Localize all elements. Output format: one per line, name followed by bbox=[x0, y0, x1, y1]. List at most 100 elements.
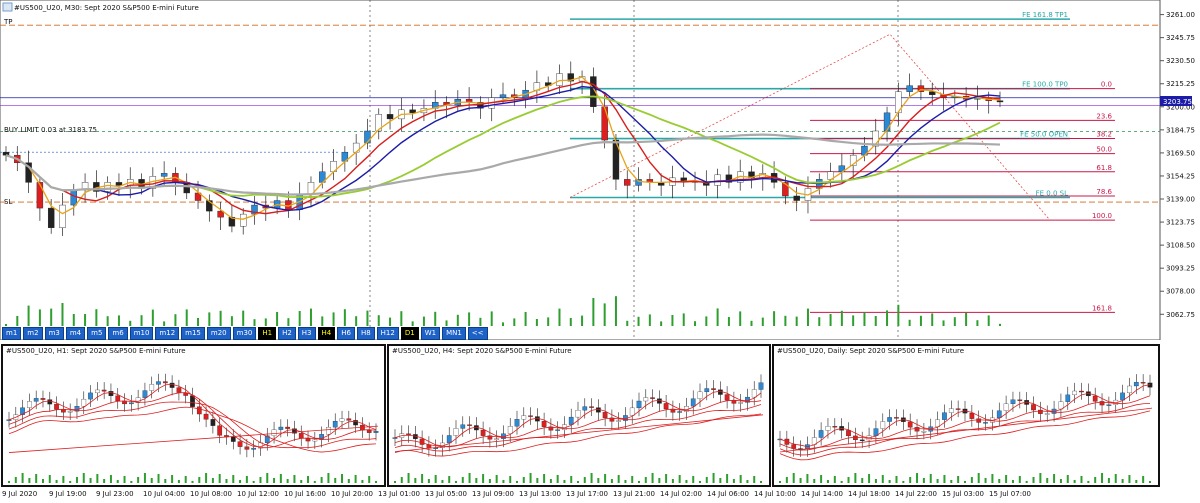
sub-volume-bar bbox=[123, 476, 126, 483]
sub-candle-body bbox=[406, 433, 411, 435]
volume-bar bbox=[5, 324, 7, 326]
timeframe-button-W1[interactable]: W1 bbox=[420, 327, 441, 340]
subchart-daily[interactable]: #US500_U20, Daily: Sept 2020 S&P500 E-mi… bbox=[772, 344, 1160, 487]
timeframe-button-H12[interactable]: H12 bbox=[376, 327, 399, 340]
fib-label: 100.0 bbox=[1092, 212, 1112, 220]
sub-volume-bar bbox=[991, 474, 994, 483]
sub-volume-bar bbox=[130, 481, 133, 483]
sub-volume-bar bbox=[1053, 474, 1056, 483]
sub-volume-bar bbox=[279, 474, 282, 483]
sub-ma-line bbox=[8, 383, 377, 448]
candle-body bbox=[375, 114, 382, 132]
sub-candle-body bbox=[751, 389, 757, 398]
timeframe-button-MN1[interactable]: MN1 bbox=[442, 327, 466, 340]
volume-bar bbox=[682, 313, 685, 326]
timeframe-button-H1[interactable]: H1 bbox=[258, 327, 277, 340]
timeframe-button-m1[interactable]: m1 bbox=[2, 327, 22, 340]
volume-bar bbox=[377, 315, 380, 326]
sub-candle-body bbox=[589, 406, 594, 408]
volume-bar bbox=[626, 320, 629, 326]
volume-bar bbox=[197, 318, 200, 326]
timeframe-button-m2[interactable]: m2 bbox=[23, 327, 43, 340]
sub-candle-body bbox=[880, 421, 886, 429]
volume-bar bbox=[321, 316, 324, 326]
sub-candle-body bbox=[101, 389, 107, 392]
volume-bars bbox=[5, 296, 1001, 326]
sub-long-ma-line bbox=[394, 414, 764, 453]
timeframe-button-H4[interactable]: H4 bbox=[317, 327, 336, 340]
timeframe-button-D1[interactable]: D1 bbox=[400, 327, 419, 340]
sub-candle-body bbox=[54, 403, 59, 410]
sub-candle-body bbox=[697, 391, 703, 399]
candle-body bbox=[477, 102, 484, 109]
timeframe-button-m30[interactable]: m30 bbox=[232, 327, 257, 340]
timeframe-button-m6[interactable]: m6 bbox=[108, 327, 128, 340]
volume-bar bbox=[671, 315, 674, 326]
timeframe-button-m10[interactable]: m10 bbox=[129, 327, 154, 340]
sub-volume-bar bbox=[62, 476, 65, 483]
time-axis: 9 Jul 2020 9 Jul 19:00 9 Jul 23:00 10 Jul 0… bbox=[0, 487, 1200, 503]
fib-label: 161.8 bbox=[1092, 304, 1112, 312]
timeframe-button-m12[interactable]: m12 bbox=[155, 327, 180, 340]
sub-volume-bar bbox=[341, 474, 344, 483]
sub-candle-body bbox=[176, 387, 182, 393]
candle-body bbox=[217, 210, 224, 218]
price-label: 3245.75 bbox=[1166, 34, 1195, 42]
sub-candle-body bbox=[446, 435, 452, 444]
sub-candle-body bbox=[846, 430, 851, 437]
sub-candle-body bbox=[663, 403, 669, 410]
sub-candle-body bbox=[818, 430, 824, 438]
timeframe-button-H2[interactable]: H2 bbox=[278, 327, 296, 340]
sub-volume-bar bbox=[1107, 478, 1110, 483]
sub-volume-bar bbox=[970, 477, 973, 483]
sub-volume-bar bbox=[760, 481, 762, 483]
sub-volume-bar bbox=[211, 478, 214, 483]
timeframe-button-m15[interactable]: m15 bbox=[181, 327, 205, 340]
timeframe-button-H6[interactable]: H6 bbox=[337, 327, 355, 340]
volume-bar bbox=[569, 318, 572, 326]
timeframe-button-m5[interactable]: m5 bbox=[87, 327, 107, 340]
sub-volume-bar bbox=[820, 475, 823, 483]
sub-volume-bar bbox=[678, 475, 681, 483]
sub-volume-bar bbox=[347, 479, 350, 483]
timeframe-button-collapse[interactable]: << bbox=[467, 327, 488, 340]
sub-volume-bar bbox=[320, 477, 323, 483]
sub-candle-body bbox=[791, 444, 797, 449]
sub-candle-body bbox=[717, 389, 723, 395]
candle-body bbox=[996, 100, 1004, 103]
sub-volume-bar bbox=[631, 476, 634, 483]
time-label: 10 Jul 20:00 bbox=[331, 490, 373, 498]
main-chart[interactable]: 3261.00 3245.75 3230.50 3215.25 3200.00 3184.… bbox=[0, 0, 1200, 340]
volume-bar bbox=[942, 320, 945, 326]
subchart-h1[interactable]: #US500_U20, H1: Sept 2020 S&P500 E-mini … bbox=[1, 344, 386, 487]
volume-bar bbox=[987, 315, 990, 326]
candle-body bbox=[409, 109, 416, 114]
ma-red-line bbox=[5, 80, 1001, 215]
sub-candle-body bbox=[494, 438, 500, 440]
chart-title: #US500_U20, M30: Sept 2020 S&P500 E-mini… bbox=[14, 4, 199, 12]
candle-body bbox=[906, 85, 913, 92]
sub-volume-bar bbox=[509, 476, 512, 483]
sub-volume-bar bbox=[35, 474, 38, 483]
sub-volume-bar bbox=[712, 473, 715, 483]
subchart-h1-plot bbox=[6, 373, 379, 483]
volume-bar bbox=[72, 314, 75, 326]
candle-body bbox=[917, 85, 925, 92]
subchart-h4[interactable]: #US500_U20, H4: Sept 2020 S&P500 E-mini … bbox=[387, 344, 771, 487]
sub-volume-bar bbox=[48, 475, 51, 483]
sub-candle-body bbox=[1120, 392, 1125, 401]
timeframe-button-m4[interactable]: m4 bbox=[65, 327, 86, 340]
timeframe-button-H8[interactable]: H8 bbox=[356, 327, 375, 340]
timeframe-button-H3[interactable]: H3 bbox=[297, 327, 316, 340]
sub-candle-body bbox=[210, 419, 216, 426]
timeframe-button-m20[interactable]: m20 bbox=[206, 327, 231, 340]
sub-candle-body bbox=[969, 412, 975, 419]
volume-bar bbox=[547, 317, 550, 326]
sub-volume-bar bbox=[455, 481, 457, 483]
sub-candle-body bbox=[142, 390, 148, 398]
timeframe-button-m3[interactable]: m3 bbox=[44, 327, 64, 340]
sub-candle-body bbox=[326, 427, 331, 435]
fe-label: FE 0.0 SL bbox=[1036, 190, 1068, 198]
sl-label: SL bbox=[4, 198, 12, 206]
candle-body bbox=[386, 114, 394, 120]
